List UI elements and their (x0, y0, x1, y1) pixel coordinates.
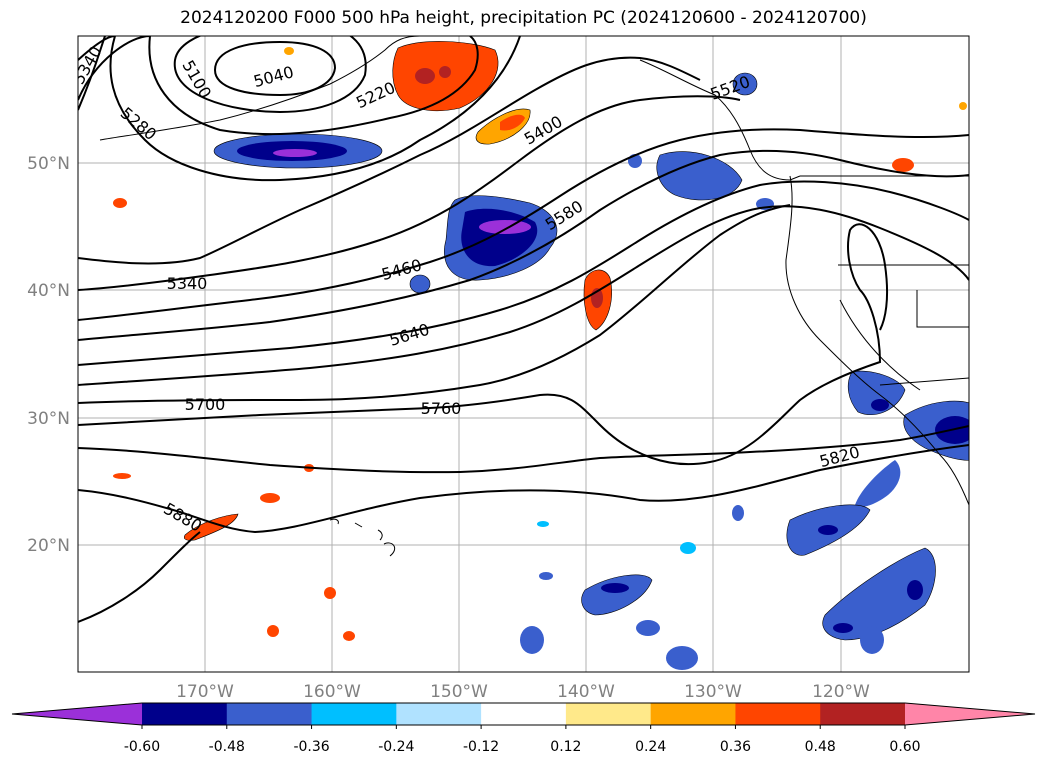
colorbar-segment (481, 703, 567, 725)
lon-label: 140°W (557, 682, 615, 702)
colorbar-tick-label: 0.24 (635, 739, 666, 755)
longitude-labels: 170°W 160°W 150°W 140°W 130°W 120°W (176, 682, 870, 702)
precip-positive-anomalies (113, 41, 967, 641)
contour-label: 5760 (421, 399, 462, 418)
colorbar-tick-label: -0.24 (378, 739, 414, 755)
map-title: 2024120200 F000 500 hPa height, precipit… (180, 8, 867, 28)
lon-label: 170°W (176, 682, 234, 702)
colorbar-tick-label: 0.36 (720, 739, 751, 755)
lat-label: 50°N (27, 154, 70, 174)
colorbar-tick-label: -0.12 (463, 739, 499, 755)
colorbar-tick-label: 0.12 (550, 739, 581, 755)
lon-label: 130°W (684, 682, 742, 702)
colorbar: -0.60 -0.48 -0.36 -0.24 -0.12 0.12 0.24 0.36 0.4… (11, 702, 1036, 755)
colorbar-segment (311, 703, 397, 725)
lat-label: 30°N (27, 409, 70, 429)
latitude-labels: 50°N 40°N 30°N 20°N (27, 154, 70, 556)
map-frame (77, 35, 970, 673)
colorbar-tick-label: -0.36 (293, 739, 329, 755)
colorbar-arrow-left (12, 703, 142, 725)
colorbar-segment (396, 703, 482, 725)
lat-label: 40°N (27, 281, 70, 301)
height-contours (78, 36, 969, 623)
colorbar-tick-label: 0.60 (889, 739, 920, 755)
lon-label: 150°W (430, 682, 488, 702)
colorbar-tick-label: -0.60 (124, 739, 160, 755)
colorbar-tick-label: -0.48 (209, 739, 245, 755)
lon-label: 160°W (303, 682, 361, 702)
colorbar-segment (142, 703, 228, 725)
colorbar-segment (650, 703, 736, 725)
contour-label: 5700 (185, 395, 226, 414)
colorbar-segment (820, 703, 906, 725)
contour-label: 5340 (167, 274, 208, 293)
colorbar-tick-label: 0.48 (805, 739, 836, 755)
colorbar-arrow-right (905, 703, 1035, 725)
colorbar-segment (735, 703, 821, 725)
colorbar-segment (226, 703, 313, 725)
lon-label: 120°W (812, 682, 870, 702)
lat-label: 20°N (27, 536, 70, 556)
colorbar-segment (565, 703, 652, 725)
